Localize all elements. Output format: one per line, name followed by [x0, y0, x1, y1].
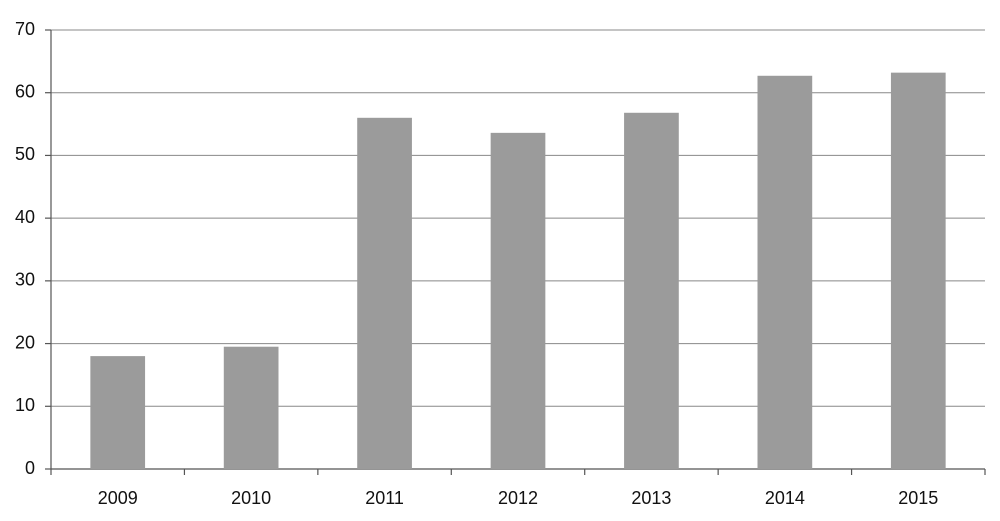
bar [890, 72, 946, 469]
y-tick-label: 10 [15, 395, 35, 415]
x-tick-label: 2012 [498, 488, 538, 508]
x-tick-label: 2014 [765, 488, 805, 508]
bar [223, 346, 279, 469]
bar [757, 75, 813, 469]
y-tick-label: 60 [15, 81, 35, 101]
bar [624, 112, 679, 469]
x-tick-label: 2009 [98, 488, 138, 508]
x-tick-label: 2015 [898, 488, 938, 508]
bar [357, 117, 412, 470]
y-tick-label: 50 [15, 144, 35, 164]
y-tick-label: 70 [15, 19, 35, 39]
x-tick-label: 2013 [631, 488, 671, 508]
bar [490, 132, 546, 469]
x-tick-label: 2010 [231, 488, 271, 508]
y-tick-label: 20 [15, 332, 35, 352]
y-tick-label: 30 [15, 270, 35, 290]
bar [90, 356, 146, 469]
y-tick-label: 40 [15, 207, 35, 227]
y-tick-label: 0 [25, 458, 35, 478]
x-tick-label: 2011 [365, 488, 404, 508]
